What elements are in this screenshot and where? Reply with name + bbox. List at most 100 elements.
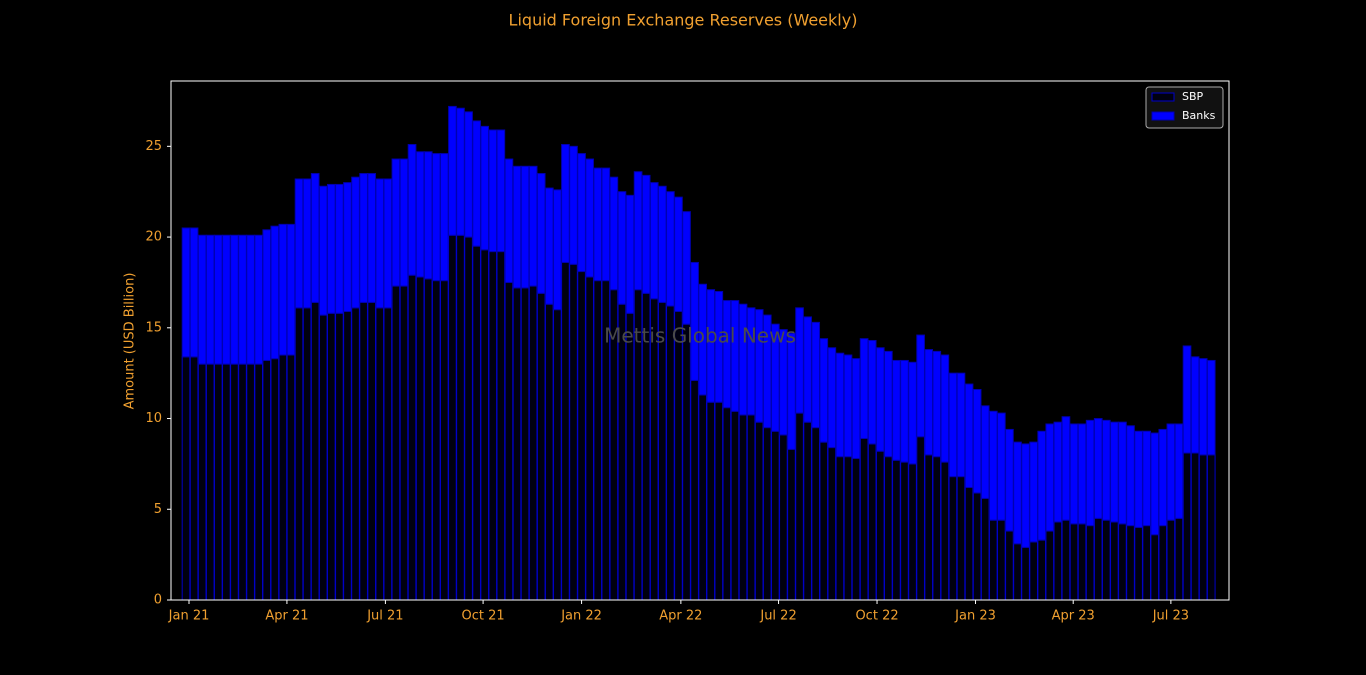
bar [359, 173, 368, 303]
bar [948, 372, 958, 478]
bar [464, 236, 473, 601]
bar [617, 191, 627, 305]
bar [1118, 523, 1127, 601]
bar [205, 234, 215, 365]
bar [738, 303, 748, 416]
bar [359, 301, 368, 601]
bar [448, 234, 457, 601]
bar [722, 407, 732, 601]
bar [762, 427, 772, 601]
bar [456, 107, 465, 236]
bar [213, 234, 223, 365]
bar [238, 234, 247, 365]
bar [367, 173, 377, 303]
bar [908, 463, 917, 601]
bar [1013, 543, 1022, 601]
bar [1101, 419, 1111, 521]
bar [674, 310, 683, 601]
bar [997, 519, 1006, 601]
bar [649, 182, 659, 300]
bar [544, 187, 554, 305]
bar [213, 363, 223, 601]
bar [254, 234, 264, 365]
bar [302, 178, 312, 309]
bar [326, 183, 336, 314]
bar [932, 350, 942, 458]
bar [690, 379, 699, 601]
legend-label: Banks [1182, 109, 1216, 122]
bar [754, 421, 764, 601]
bar [278, 354, 288, 601]
bar [674, 196, 683, 312]
bar [415, 151, 425, 278]
bar [270, 225, 280, 360]
bar [803, 316, 812, 423]
bar [181, 356, 191, 601]
bar [811, 321, 821, 429]
x-tick-label: Oct 22 [855, 609, 898, 624]
bar [657, 185, 667, 303]
bar [948, 476, 958, 601]
y-tick-label: 0 [154, 593, 162, 608]
bar [472, 245, 481, 601]
bar [1093, 418, 1103, 519]
bar [407, 274, 417, 601]
bar [1142, 430, 1151, 527]
bar [222, 363, 231, 601]
bar [222, 234, 231, 365]
bar [859, 437, 869, 601]
bar [1126, 525, 1135, 601]
bar [972, 492, 982, 601]
bar [383, 178, 393, 309]
bar [916, 436, 925, 601]
bar [496, 129, 506, 253]
bar [964, 383, 974, 488]
bar [1134, 526, 1143, 601]
bar [1198, 454, 1208, 601]
bar [617, 303, 627, 601]
bar [980, 405, 990, 499]
legend-label: SBP [1182, 90, 1204, 103]
bar [666, 191, 675, 307]
bar [351, 307, 360, 601]
bar [254, 363, 264, 601]
bar [795, 412, 804, 601]
bar [553, 189, 562, 311]
bar [1118, 421, 1127, 525]
x-tick-label: Oct 21 [462, 609, 505, 624]
bar [827, 347, 837, 449]
bar [593, 167, 603, 282]
chart-title: Liquid Foreign Exchange Reserves (Weekly… [509, 11, 858, 30]
bar [884, 350, 893, 458]
x-tick-label: Jul 21 [366, 609, 403, 624]
bar [440, 280, 449, 601]
bar [892, 359, 901, 461]
bar [1013, 441, 1022, 545]
bar [1142, 525, 1151, 601]
bar [335, 312, 344, 601]
bar [262, 359, 272, 601]
bar [246, 363, 255, 601]
bar [811, 427, 821, 601]
bar [892, 459, 901, 601]
bar [730, 410, 740, 601]
x-tick-label: Jan 22 [560, 609, 602, 624]
bar [302, 307, 312, 601]
bar [835, 456, 845, 601]
bar [1174, 423, 1184, 519]
bar [423, 278, 433, 601]
bar [666, 305, 675, 601]
bar [197, 234, 207, 365]
bar [867, 340, 877, 445]
bar [391, 158, 401, 287]
bar [1077, 523, 1087, 601]
bar [415, 276, 425, 601]
bar [1166, 519, 1176, 601]
x-tick-label: Jan 23 [954, 609, 996, 624]
bar [593, 280, 603, 601]
bar [553, 309, 562, 601]
bar [399, 285, 409, 601]
bar [1166, 423, 1176, 521]
y-tick-label: 25 [145, 139, 162, 154]
bar [585, 276, 594, 601]
